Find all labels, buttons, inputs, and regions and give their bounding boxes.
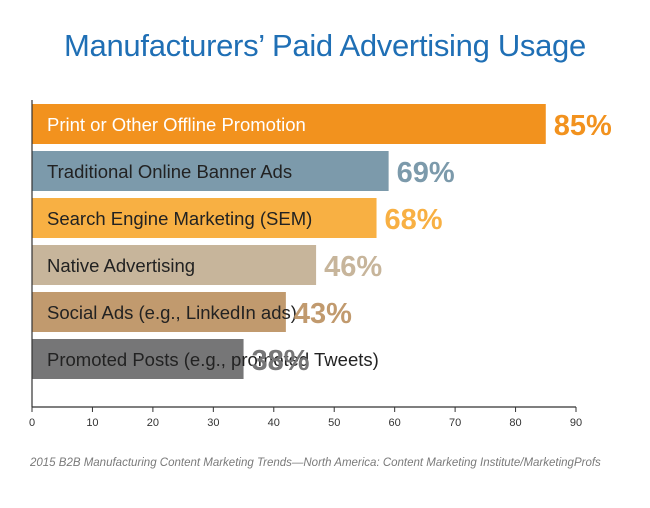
bar-value-label: 68% <box>385 204 443 236</box>
x-tick-label: 30 <box>207 417 219 429</box>
x-tick-label: 70 <box>449 417 461 429</box>
bar <box>32 245 317 285</box>
bar <box>32 198 377 238</box>
bar <box>32 104 546 144</box>
x-tick-label: 90 <box>570 417 582 429</box>
bar-category-label: Print or Other Offline Promotion <box>47 114 306 135</box>
bar-category-label: Search Engine Marketing (SEM) <box>47 208 312 229</box>
bar <box>32 151 389 191</box>
bar-value-label: 85% <box>554 110 612 142</box>
x-tick-label: 60 <box>389 417 401 429</box>
bar-category-label: Traditional Online Banner Ads <box>47 161 292 182</box>
x-tick-label: 10 <box>86 417 98 429</box>
bar-category-label: Promoted Posts (e.g., promoted Tweets) <box>47 349 379 370</box>
x-tick-label: 0 <box>29 417 35 429</box>
bar-category-label: Social Ads (e.g., LinkedIn ads) <box>47 302 297 323</box>
bar-category-label: Native Advertising <box>47 255 195 276</box>
x-tick-label: 20 <box>147 417 159 429</box>
bar-value-label: 69% <box>397 157 455 189</box>
source-note: 2015 B2B Manufacturing Content Marketing… <box>30 457 601 469</box>
bar-value-label: 43% <box>294 298 352 330</box>
x-tick-label: 40 <box>268 417 280 429</box>
bar <box>32 292 286 332</box>
x-tick-label: 50 <box>328 417 340 429</box>
bar-value-label: 46% <box>324 251 382 283</box>
chart-title: Manufacturers’ Paid Advertising Usage <box>64 28 586 63</box>
x-tick-label: 80 <box>509 417 521 429</box>
bar-value-label: 38% <box>252 345 310 377</box>
bar <box>32 339 244 379</box>
